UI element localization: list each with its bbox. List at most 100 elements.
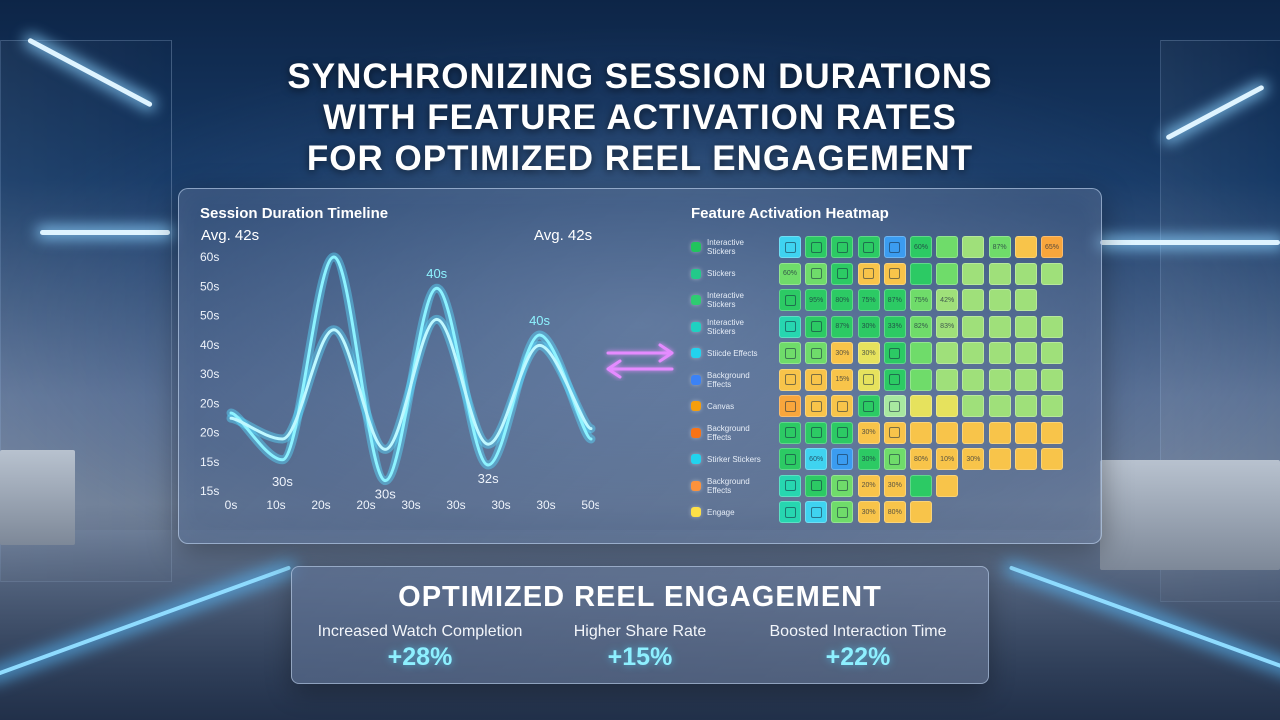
data-annotation: 30s [272,474,293,489]
heatmap-cell: 95% [805,289,828,311]
heatmap-cell [962,368,985,391]
heatmap-cell [883,368,906,391]
y-tick-label: 60s [200,250,219,264]
heatmap-cell [857,236,880,258]
heatmap-cell: 60% [805,448,828,470]
feature-name: Canvas [707,401,735,411]
heatmap-cell [1014,421,1037,444]
heatmap-cell [936,395,959,417]
feature-glyph-icon [784,506,796,518]
feature-glyph-icon [810,400,822,412]
feature-glyph-icon [810,480,822,491]
heatmap-row-label: Background Effects [691,422,771,444]
feature-icon [691,401,701,411]
heatmap-cell [910,368,932,391]
heatmap-cell [910,474,932,497]
heatmap-cell [910,395,932,417]
feature-icon [691,268,701,279]
heatmap-cell-value: 82% [913,323,928,330]
office-desk [0,450,75,545]
heatmap-cell [962,262,985,285]
feature-name: Interactive Stickers [707,317,744,336]
feature-glyph-icon [810,241,822,253]
heatmap-cell [779,236,801,258]
data-annotation: 60s [323,247,344,250]
feature-name: Interactive Stickers [707,238,744,256]
feature-icon [691,321,701,332]
heatmap-cell [779,368,801,391]
heatmap-cell [857,262,880,285]
feature-glyph-icon [810,321,822,332]
feature-name: Background Effects [707,423,750,442]
data-annotation: 32s [478,471,499,486]
feature-icon [691,427,701,438]
heatmap-cell-value: 87% [992,243,1007,251]
heatmap-cell [936,262,959,285]
feature-glyph-icon [784,321,796,332]
feature-glyph-icon [836,453,848,465]
heatmap-cell [831,501,854,523]
heatmap-cell: 33% [883,315,906,338]
heatmap-cell-value: 33% [887,323,902,330]
heatmap-row-label: Interactive Stickers [691,316,771,338]
heatmap-cell [962,395,985,417]
feature-glyph-icon [889,374,901,385]
metric-value: +15% [607,643,673,671]
floor-light [1008,565,1280,679]
heatmap-cell [883,236,906,258]
heatmap-cell: 75% [857,289,880,311]
heatmap-cell: 80% [831,289,854,311]
heatmap-cell [1014,448,1037,470]
feature-glyph-icon [784,294,796,306]
heatmap-cell [883,421,906,444]
heatmap-cell-value: 15% [835,376,850,383]
feature-name: Background Effects [707,476,750,495]
heatmap-cell: 87% [831,315,854,338]
heatmap-cell [831,448,854,470]
heatmap-cell [936,236,959,258]
heatmap-cell: 30% [962,448,985,470]
heatmap-cell [1014,236,1037,258]
y-tick-label: 40s [200,338,219,352]
x-tick-label: 50s [581,498,599,512]
y-tick-label: 15s [200,455,219,469]
heatmap-cell-value: 65% [1044,243,1059,251]
heatmap-cell-value: 80% [887,508,902,516]
heatmap-cell [883,448,906,470]
y-tick-label: 30s [200,367,219,381]
title-line: SYNCHRONIZING SESSION DURATIONS [287,57,993,96]
y-tick-label: 20s [200,426,219,440]
feature-glyph-icon [810,374,822,385]
heatmap-cell [936,421,959,444]
heatmap-row-label: Interactive Stickers [691,289,771,311]
heatmap-cell [1014,262,1037,285]
heatmap-cell: 30% [831,342,854,364]
heatmap-cell [831,474,854,497]
heatmap-cell [936,368,959,391]
feature-glyph-icon [863,268,875,279]
heatmap-cell [1041,315,1063,338]
feature-name: Stirker Stickers [707,454,761,464]
heatmap-title: Feature Activation Heatmap [691,205,889,222]
y-tick-label: 20s [200,396,219,410]
metric-interaction-time: Boosted Interaction Time +22% [738,623,978,672]
metric-value: +22% [825,643,891,671]
heatmap-cell: 30% [857,315,880,338]
feature-icon [691,480,701,491]
heatmap-cell-value: 30% [887,482,902,489]
feature-icon [691,348,701,358]
feature-glyph-icon [784,453,796,465]
x-tick-label: 30s [401,498,420,512]
heatmap-cell [1014,342,1037,364]
feature-glyph-icon [810,268,822,279]
summary-title: OPTIMIZED REEL ENGAGEMENT [398,581,882,613]
feature-glyph-icon [863,400,875,412]
heatmap-cell [831,421,854,444]
timeline-title: Session Duration Timeline [200,205,389,222]
feature-icon [691,242,701,252]
heatmap-cell [805,236,828,258]
heatmap-cell: 30% [883,474,906,497]
feature-glyph-icon [836,506,848,518]
x-tick-label: 10s [266,498,285,512]
heatmap-row-label: Engage [691,501,771,523]
